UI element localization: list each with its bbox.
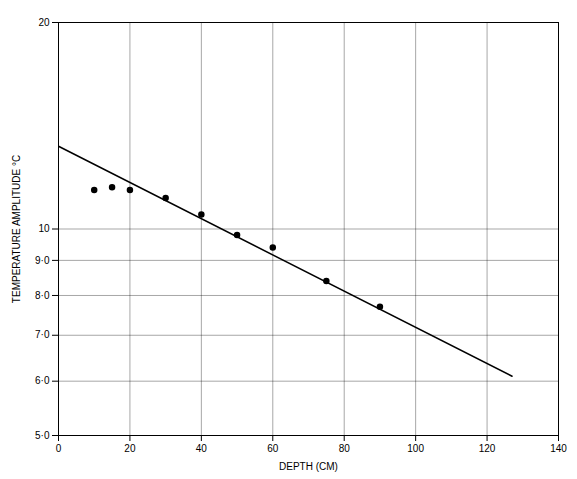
svg-text:100: 100 [407,443,424,454]
svg-text:7·0: 7·0 [35,329,50,340]
svg-text:0: 0 [56,443,62,454]
svg-text:10: 10 [38,223,50,234]
svg-text:9·0: 9·0 [35,255,50,266]
svg-text:5·0: 5·0 [35,430,50,441]
svg-text:20: 20 [38,17,50,28]
svg-text:6·0: 6·0 [35,375,50,386]
svg-text:120: 120 [479,443,496,454]
svg-text:80: 80 [339,443,351,454]
svg-text:60: 60 [267,443,279,454]
svg-text:140: 140 [550,443,567,454]
svg-text:40: 40 [196,443,208,454]
svg-text:TEMPERATURE AMPLITUDE °C: TEMPERATURE AMPLITUDE °C [11,155,22,303]
svg-text:DEPTH (CM): DEPTH (CM) [279,461,338,472]
svg-text:8·0: 8·0 [35,290,50,301]
svg-text:20: 20 [124,443,136,454]
